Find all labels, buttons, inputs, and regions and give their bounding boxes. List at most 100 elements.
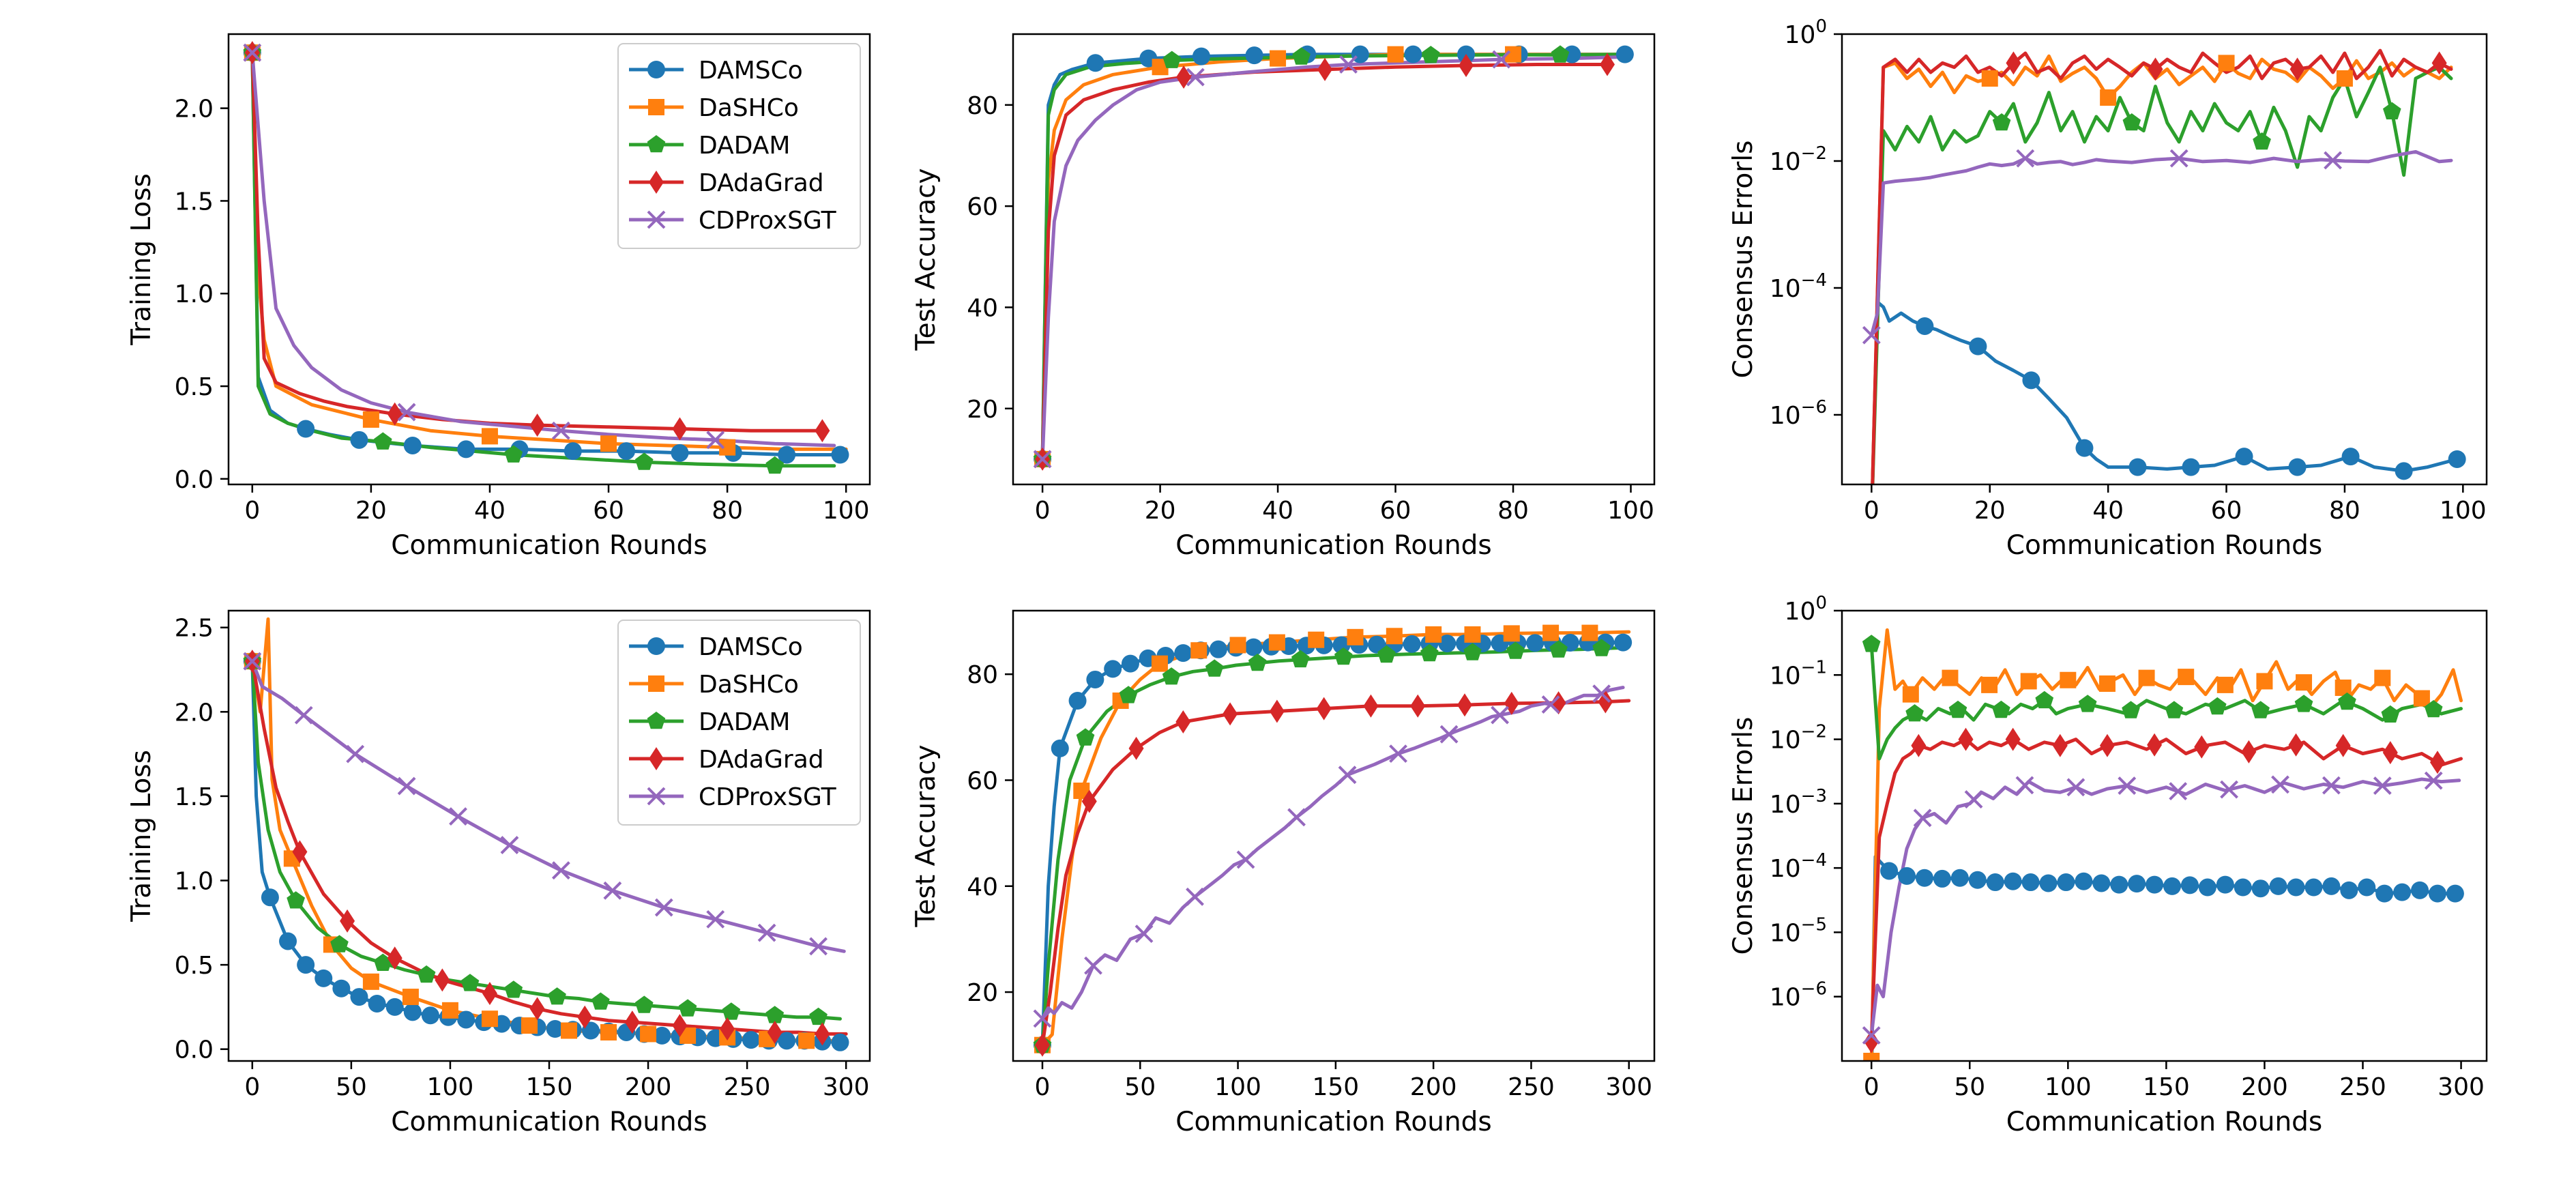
data-point-damsco bbox=[2304, 878, 2323, 897]
data-point-damsco bbox=[1968, 871, 1987, 889]
data-point-dadam bbox=[2381, 705, 2400, 723]
data-point-cdproxsgt bbox=[1491, 705, 1510, 725]
data-point-cdproxsgt bbox=[1862, 1026, 1881, 1045]
data-point-dashco bbox=[1347, 628, 1364, 645]
data-point-cdproxsgt bbox=[1439, 725, 1459, 744]
data-point-dadam bbox=[2165, 701, 2184, 718]
data-point-dadagrad bbox=[1128, 736, 1144, 760]
legend: DAMSCo DaSHCo DADAM DAdaGrad CDProxSGT bbox=[617, 620, 861, 826]
data-point-cdproxsgt bbox=[294, 705, 313, 725]
y-tick-label: 0.5 bbox=[175, 373, 214, 401]
data-point-dadam bbox=[1420, 643, 1439, 662]
x-axis-label: Communication Rounds bbox=[391, 1107, 707, 1137]
data-point-dashco bbox=[402, 989, 419, 1006]
y-tick-label: 10−4 bbox=[1770, 270, 1827, 303]
x-tick-label: 0 bbox=[244, 497, 260, 525]
data-point-cdproxsgt bbox=[1084, 956, 1102, 975]
data-point-damsco bbox=[1986, 873, 2004, 892]
data-point-damsco bbox=[2428, 884, 2446, 903]
y-tick-label: 40 bbox=[967, 873, 998, 901]
legend-label-dashco: DaSHCo bbox=[699, 94, 799, 122]
x-tick-label: 0 bbox=[1864, 1073, 1879, 1101]
data-point-dashco bbox=[2256, 673, 2273, 690]
x-tick-label: 150 bbox=[2143, 1073, 2190, 1101]
data-point-cdproxsgt bbox=[2118, 776, 2137, 795]
series-group bbox=[1033, 624, 1633, 1057]
legend-marker-damsco bbox=[647, 637, 665, 655]
data-point-damsco bbox=[457, 1010, 475, 1029]
series-line-cdproxsgt bbox=[1040, 55, 1627, 461]
data-point-dashco bbox=[640, 1025, 657, 1043]
series-group bbox=[1862, 48, 2466, 484]
data-point-damsco bbox=[2075, 439, 2094, 457]
data-point-dadagrad bbox=[1223, 702, 1238, 726]
data-point-damsco bbox=[1245, 46, 1263, 65]
data-point-damsco bbox=[742, 1031, 760, 1049]
axes-frame bbox=[1012, 609, 1656, 1062]
data-point-dadam bbox=[287, 891, 305, 909]
x-axis-label: Communication Rounds bbox=[391, 530, 707, 561]
data-point-dashco bbox=[600, 435, 617, 452]
data-point-damsco bbox=[546, 1020, 564, 1038]
data-point-cdproxsgt bbox=[706, 431, 725, 450]
data-point-dashco bbox=[481, 428, 498, 445]
data-point-cdproxsgt bbox=[2169, 149, 2189, 168]
data-point-dadam bbox=[1162, 50, 1182, 68]
data-point-damsco bbox=[314, 969, 333, 987]
x-tick-label: 200 bbox=[2241, 1073, 2288, 1101]
legend-label-cdproxsgt: CDProxSGT bbox=[699, 783, 837, 811]
data-point-dadagrad bbox=[815, 419, 830, 443]
data-point-dadagrad bbox=[767, 1020, 782, 1044]
series-line-cdproxsgt bbox=[250, 50, 836, 448]
data-point-damsco bbox=[2216, 875, 2234, 894]
data-point-damsco bbox=[2075, 872, 2093, 890]
data-point-dadam bbox=[2122, 113, 2141, 131]
series-group bbox=[243, 617, 849, 1051]
data-point-dashco bbox=[1270, 50, 1287, 67]
x-tick-label: 0 bbox=[1035, 1073, 1051, 1101]
data-point-cdproxsgt bbox=[2066, 778, 2085, 797]
data-point-cdproxsgt bbox=[706, 909, 725, 929]
data-point-damsco bbox=[332, 979, 351, 998]
series-line-damsco bbox=[1871, 300, 2459, 484]
data-point-dadagrad bbox=[1600, 53, 1615, 76]
axes-frame bbox=[227, 33, 871, 486]
data-point-cdproxsgt bbox=[2169, 782, 2188, 801]
legend-marker-cdproxsgt bbox=[647, 210, 666, 229]
data-point-damsco bbox=[2234, 878, 2252, 897]
plot-p10: 0 50 100 150 200 250 300 0.0 0.5 1.0 1.5 2.0 2.5 Comm… bbox=[126, 609, 871, 1137]
data-point-cdproxsgt bbox=[1186, 68, 1205, 87]
x-tick-label: 100 bbox=[2045, 1073, 2092, 1101]
x-tick-label: 250 bbox=[2339, 1073, 2386, 1101]
data-point-dadagrad bbox=[529, 413, 545, 437]
data-point-cdproxsgt bbox=[1338, 766, 1357, 785]
data-point-damsco bbox=[2395, 462, 2413, 480]
data-point-damsco bbox=[1526, 634, 1545, 652]
data-point-dashco bbox=[2336, 70, 2353, 87]
data-point-cdproxsgt bbox=[551, 421, 570, 440]
legend-label-dadam: DADAM bbox=[699, 132, 791, 160]
x-tick-label: 300 bbox=[2438, 1073, 2485, 1101]
y-tick-label: 100 bbox=[1785, 593, 1827, 626]
data-point-dadagrad bbox=[435, 968, 450, 992]
data-point-dadagrad bbox=[482, 982, 497, 1006]
data-point-dashco bbox=[1308, 631, 1325, 648]
data-point-damsco bbox=[2448, 450, 2466, 468]
data-point-dadagrad bbox=[672, 417, 688, 441]
x-tick-label: 20 bbox=[1145, 497, 1176, 525]
data-point-dadagrad bbox=[2289, 57, 2305, 81]
legend-marker-cdproxsgt bbox=[647, 787, 666, 806]
data-point-damsco bbox=[403, 436, 422, 454]
x-tick-label: 100 bbox=[823, 497, 870, 525]
data-point-dashco bbox=[1981, 70, 1998, 87]
data-point-damsco bbox=[350, 431, 368, 449]
data-point-damsco bbox=[421, 1006, 439, 1025]
y-tick-label: 40 bbox=[967, 294, 998, 322]
x-tick-label: 60 bbox=[1380, 497, 1411, 525]
data-point-dadam bbox=[1205, 659, 1224, 677]
data-point-damsco bbox=[1104, 660, 1122, 678]
data-point-cdproxsgt bbox=[2015, 776, 2034, 795]
data-point-damsco bbox=[617, 442, 636, 461]
